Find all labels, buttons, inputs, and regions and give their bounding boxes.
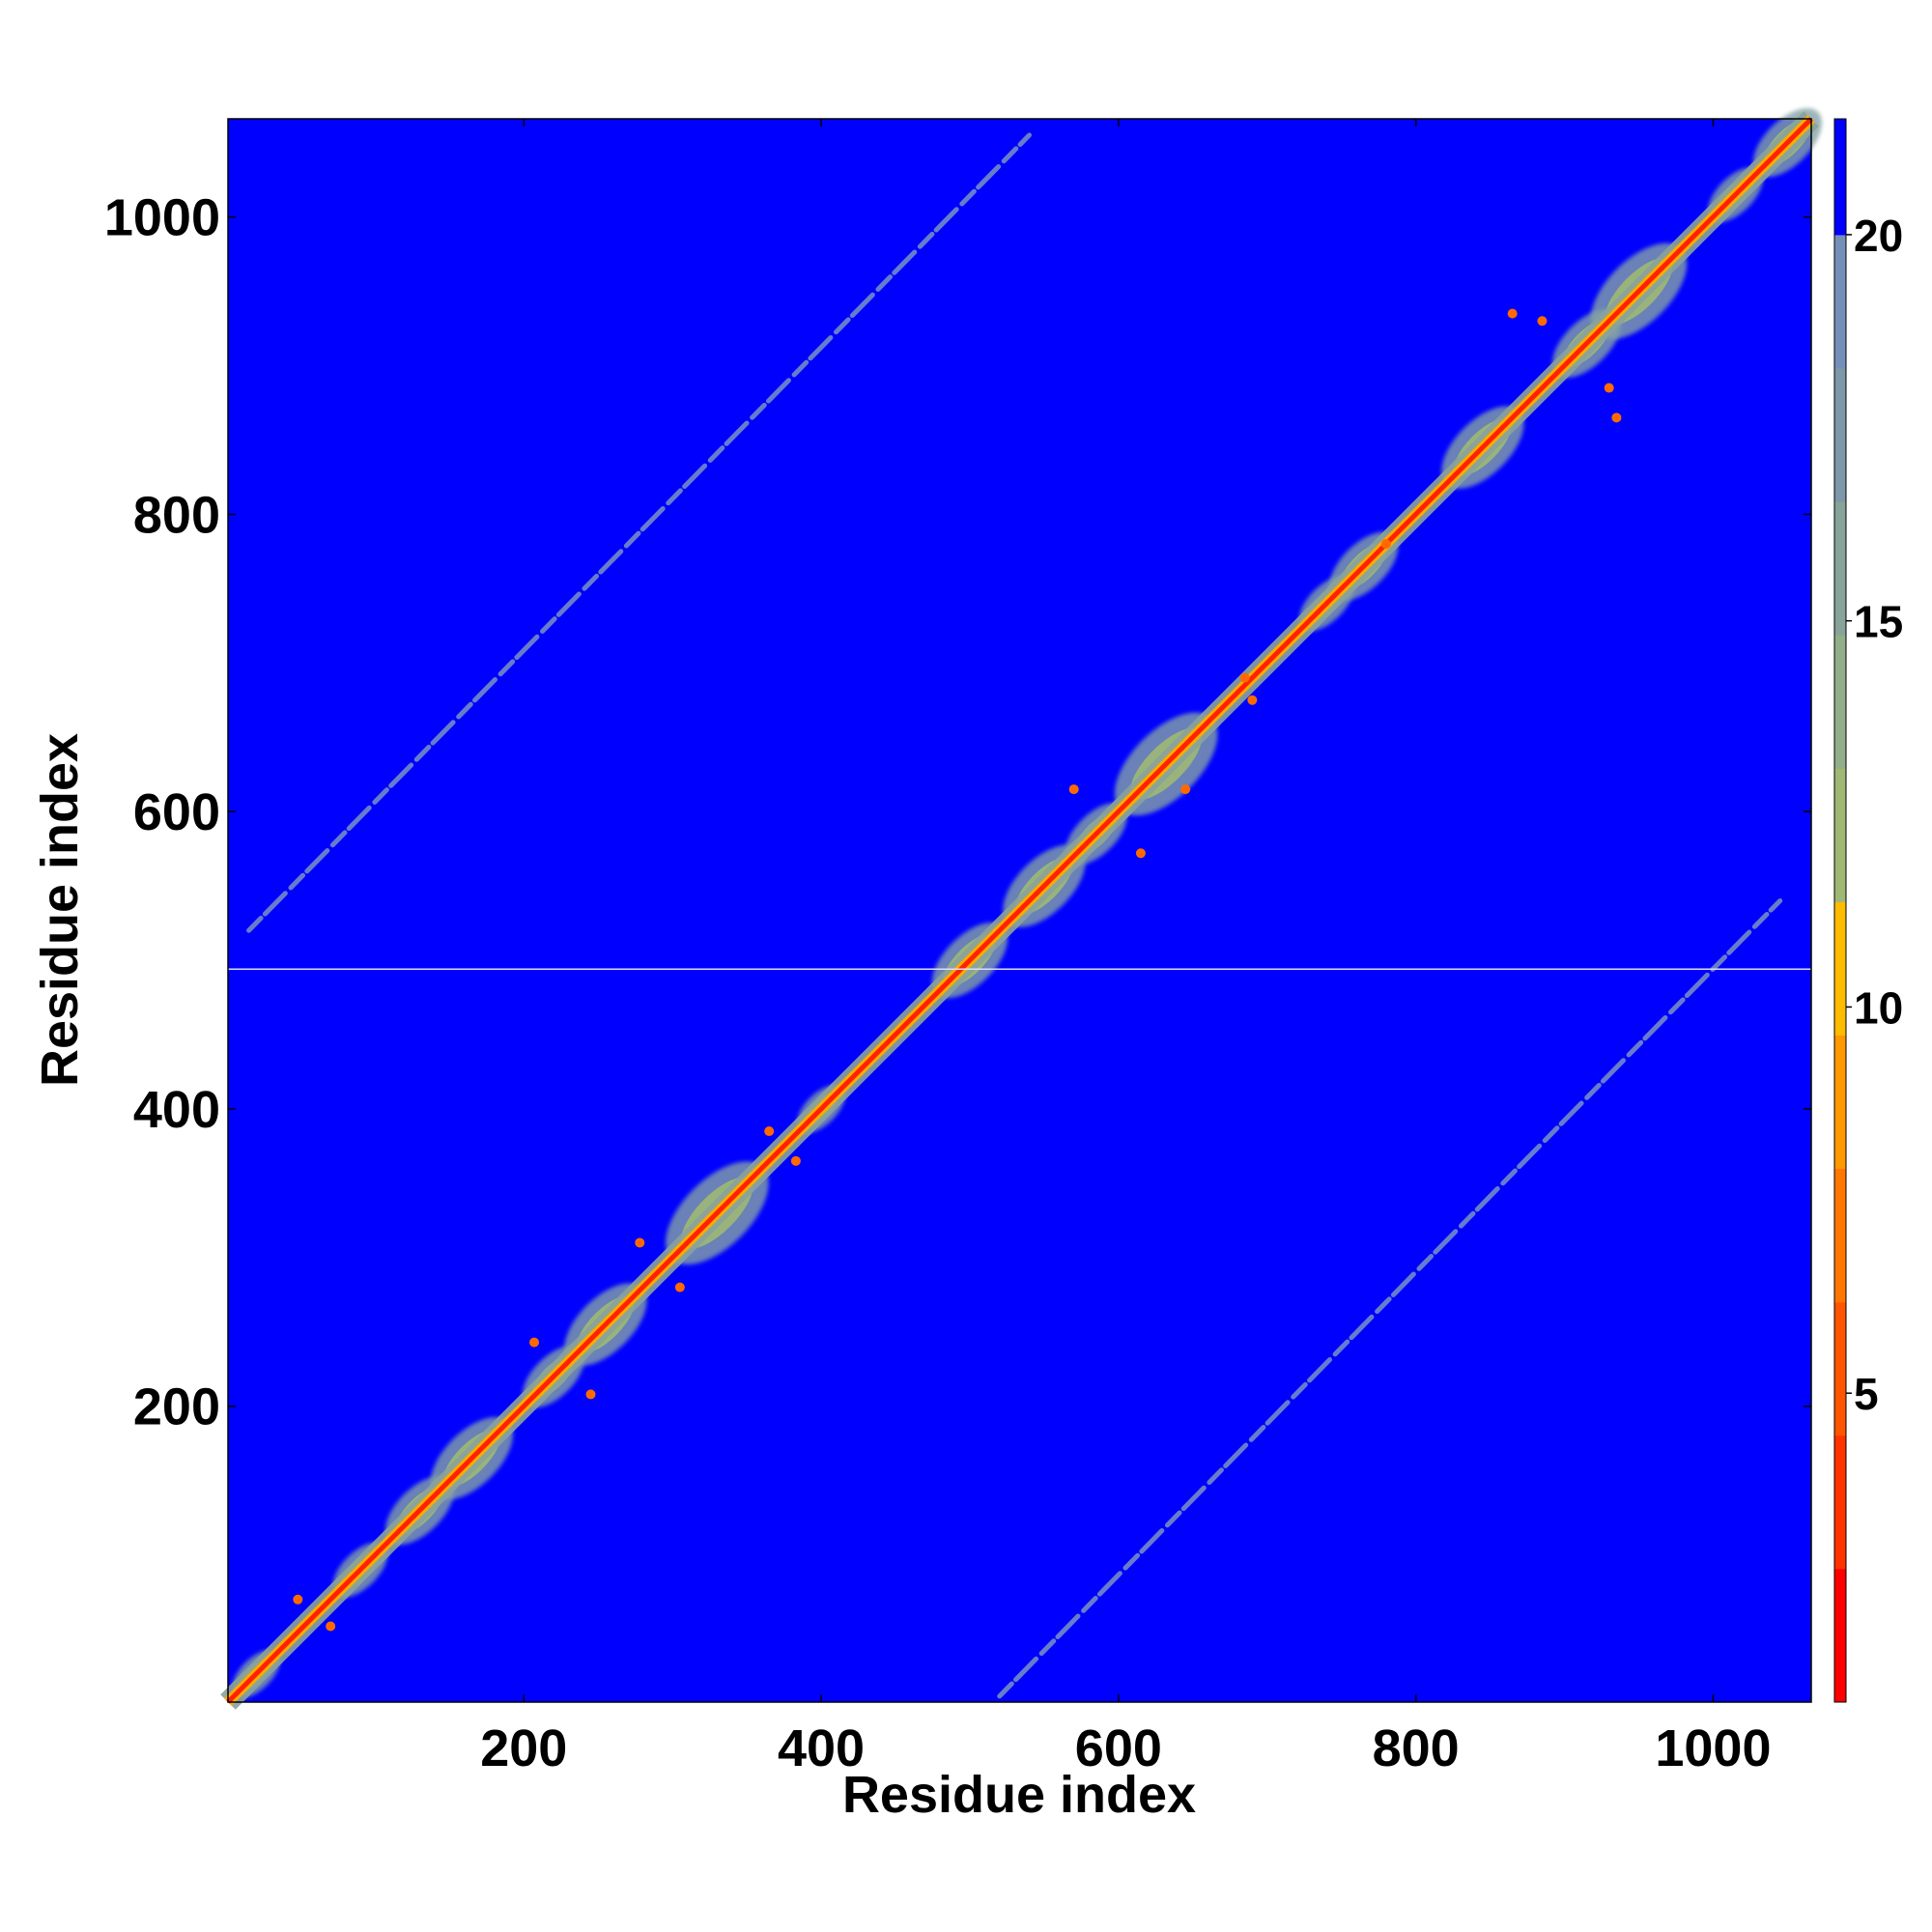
colorbar-segment-2 — [1834, 1301, 1846, 1436]
colorbar-segment-3 — [1834, 1168, 1846, 1303]
close-contact-5 — [674, 1282, 685, 1293]
plot-border — [227, 118, 1812, 1703]
plot-frame — [227, 118, 1812, 1703]
off-diagonal-band-1 — [997, 897, 1783, 1699]
colorbar-tick-label-20: 20 — [1854, 211, 1903, 261]
close-contact-17 — [1604, 383, 1614, 393]
colorbar-tick-label-15: 15 — [1854, 597, 1903, 647]
colorbar-segment-0 — [1834, 1568, 1846, 1703]
y-tick-label-1000: 1000 — [104, 189, 220, 247]
x-tick-label-800: 800 — [1373, 1719, 1460, 1777]
off-diagonal-band-0 — [246, 132, 1033, 933]
x-axis: 200 400 600 800 1000 — [480, 119, 1771, 1777]
close-contact-4 — [635, 1237, 645, 1248]
close-contact-13 — [1380, 539, 1391, 550]
close-contact-14 — [1507, 308, 1518, 319]
colorbar-segment-5 — [1834, 901, 1846, 1037]
y-tick-label-200: 200 — [133, 1378, 220, 1436]
y-tick-label-800: 800 — [133, 486, 220, 544]
x-tick-label-200: 200 — [480, 1719, 567, 1777]
x-tick-label-400: 400 — [778, 1719, 865, 1777]
x-tick-label-1000: 1000 — [1655, 1719, 1771, 1777]
colorbar-tick-label-10: 10 — [1854, 982, 1903, 1033]
close-contact-12 — [1247, 695, 1258, 705]
colorbar-segment-7 — [1834, 635, 1846, 769]
close-contact-6 — [764, 1126, 775, 1137]
y-axis-label: Residue index — [31, 733, 89, 1087]
close-contact-9 — [1135, 848, 1146, 859]
colorbar-tick-label-5: 5 — [1854, 1369, 1879, 1419]
colorbar-segment-8 — [1834, 501, 1846, 636]
colorbar-segment-11 — [1834, 119, 1846, 236]
close-contact-8 — [1068, 784, 1079, 795]
x-tick-label-600: 600 — [1075, 1719, 1162, 1777]
y-tick-label-400: 400 — [133, 1081, 220, 1139]
close-contact-3 — [585, 1389, 596, 1400]
y-tick-label-600: 600 — [133, 783, 220, 841]
close-contact-15 — [1611, 412, 1622, 423]
colorbar: 5 10 15 20 — [1833, 118, 1903, 1703]
close-contact-2 — [529, 1337, 540, 1348]
close-contact-7 — [790, 1155, 801, 1166]
colorbar-border — [1833, 118, 1847, 1703]
close-contact-16 — [1537, 316, 1548, 327]
close-contact-1 — [326, 1621, 336, 1632]
diagonal-core — [226, 117, 1813, 1704]
colorbar-segment-4 — [1834, 1035, 1846, 1170]
heatmap-marks — [220, 108, 1822, 1710]
x-axis-label: Residue index — [842, 1766, 1196, 1824]
colorbar-segment-10 — [1834, 234, 1846, 369]
colorbar-segment-6 — [1834, 768, 1846, 902]
colorbar-segment-9 — [1834, 368, 1846, 502]
colorbar-segment-1 — [1834, 1435, 1846, 1570]
close-contact-10 — [1180, 784, 1191, 795]
y-axis: 200 400 600 800 1000 — [104, 189, 1811, 1436]
close-contact-11 — [1239, 672, 1250, 683]
close-contact-0 — [293, 1594, 303, 1605]
